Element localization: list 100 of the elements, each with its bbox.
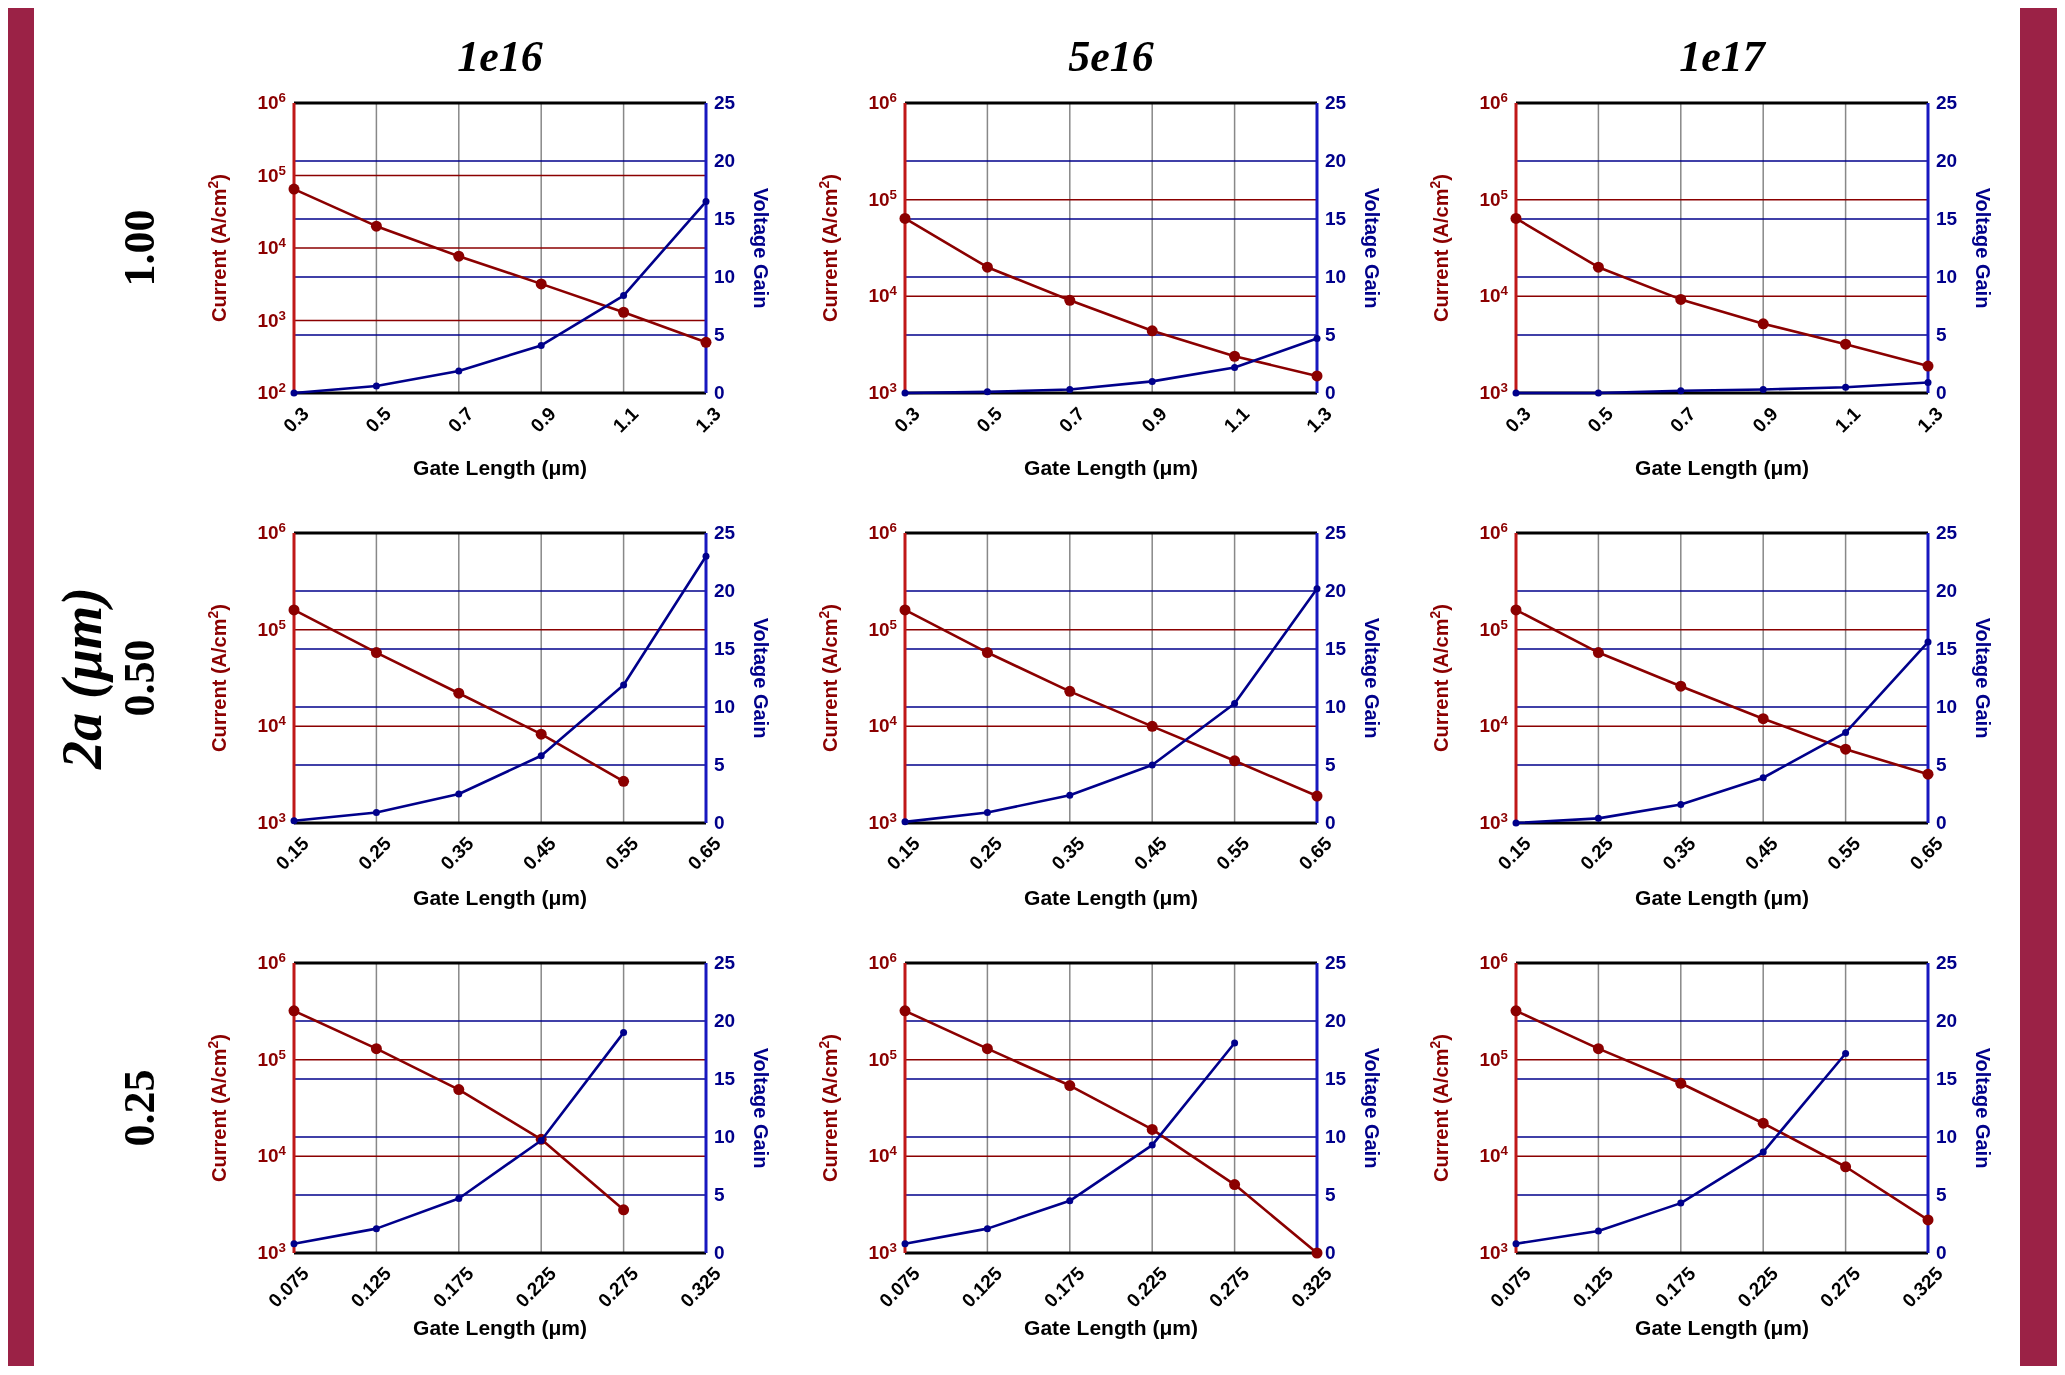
y-tick-label: 10$^{6}$ xyxy=(1479,949,1508,973)
y2-tick-label: 25 xyxy=(1936,952,1958,973)
point xyxy=(1840,338,1852,350)
y2-tick-label: 5 xyxy=(1936,754,1947,775)
text: 1.00 xyxy=(115,209,165,287)
y2-axis-title: Voltage Gain xyxy=(1361,617,1383,739)
y-tick-label: 10$^{5}$ xyxy=(1479,616,1509,640)
text: 0.50 xyxy=(115,639,165,717)
chart-title: 1e16 xyxy=(457,32,543,81)
x-axis-title: Gate Length (μm) xyxy=(1024,1316,1198,1339)
point xyxy=(1510,604,1522,616)
x-tick-label: 0.7 xyxy=(1054,402,1089,437)
y2-tick-label: 20 xyxy=(1325,1010,1347,1031)
point xyxy=(1592,647,1604,659)
point xyxy=(1146,1123,1158,1135)
text: 2a (μm) xyxy=(50,587,114,770)
x-axis-title: Gate Length (μm) xyxy=(413,456,587,479)
x-tick-label: 1.3 xyxy=(690,402,725,437)
y-tick-label: 10$^{3}$ xyxy=(1479,809,1508,833)
y-tick-label: 10$^{5}$ xyxy=(257,616,287,640)
x-axis-title: Gate Length (μm) xyxy=(413,886,587,909)
y2-tick-label: 20 xyxy=(1936,150,1958,171)
y2-tick-label: 10 xyxy=(1936,1126,1958,1147)
y-tick-label: 10$^{4}$ xyxy=(868,1142,898,1167)
y2-tick-label: 25 xyxy=(1936,92,1958,113)
y2-tick-label: 0 xyxy=(1325,382,1336,403)
y2-tick-label: 5 xyxy=(714,754,725,775)
y2-tick-label: 25 xyxy=(1325,92,1347,113)
y2-tick-label: 0 xyxy=(714,812,725,833)
y2-tick-label: 0 xyxy=(714,1242,725,1263)
y2-tick-label: 10 xyxy=(1936,266,1958,287)
x-tick-label: 0.9 xyxy=(526,402,560,437)
text: 0.25 xyxy=(115,1069,165,1147)
point xyxy=(1757,713,1769,725)
point xyxy=(1840,1161,1852,1173)
y2-tick-label: 0 xyxy=(1325,1242,1336,1263)
point xyxy=(981,1043,993,1055)
y2-axis-title: Voltage Gain xyxy=(750,1047,772,1169)
point xyxy=(981,647,993,659)
x-axis-title: Gate Length (μm) xyxy=(1024,456,1198,479)
y-tick-label: 10$^{6}$ xyxy=(257,949,286,973)
y2-tick-label: 10 xyxy=(714,1126,736,1147)
x-axis-title: Gate Length (μm) xyxy=(1635,1316,1809,1339)
y2-tick-label: 25 xyxy=(714,92,736,113)
point xyxy=(1311,370,1323,382)
y2-tick-label: 15 xyxy=(714,638,736,659)
x-tick-label: 1.3 xyxy=(1912,402,1947,437)
y2-tick-label: 20 xyxy=(714,150,736,171)
y2-tick-label: 20 xyxy=(1325,150,1347,171)
y2-tick-label: 5 xyxy=(1325,754,1336,775)
y2-axis-title: Voltage Gain xyxy=(1972,187,1994,309)
y2-tick-label: 5 xyxy=(1936,324,1947,345)
y2-axis-title: Voltage Gain xyxy=(1361,1047,1383,1169)
y-tick-label: 10$^{5}$ xyxy=(257,1046,287,1070)
x-tick-label: 0.3 xyxy=(889,402,924,437)
point xyxy=(1592,1043,1604,1055)
x-tick-label: 0.3 xyxy=(1500,402,1535,437)
point xyxy=(1922,360,1934,372)
y-tick-label: 10$^{3}$ xyxy=(1479,1239,1508,1263)
point xyxy=(370,220,382,232)
y2-tick-label: 10 xyxy=(714,266,736,287)
y2-axis-title: Voltage Gain xyxy=(1361,187,1383,309)
point xyxy=(1229,1179,1241,1191)
chart-title: 1e17 xyxy=(1679,32,1767,81)
point xyxy=(1064,1080,1076,1092)
point xyxy=(453,1084,465,1096)
point xyxy=(370,647,382,659)
y-tick-label: 10$^{5}$ xyxy=(868,186,898,210)
y-tick-label: 10$^{3}$ xyxy=(868,1239,897,1263)
y2-axis-title: Voltage Gain xyxy=(1972,1047,1994,1169)
y2-tick-label: 10 xyxy=(714,696,736,717)
x-tick-label: 1.3 xyxy=(1301,402,1336,437)
y2-tick-label: 10 xyxy=(1325,696,1347,717)
point xyxy=(1311,790,1323,802)
y2-tick-label: 0 xyxy=(714,382,725,403)
chart-title: 5e16 xyxy=(1068,32,1154,81)
x-tick-label: 0.5 xyxy=(972,402,1007,437)
y2-tick-label: 10 xyxy=(1325,1126,1347,1147)
y2-tick-label: 15 xyxy=(1325,1068,1347,1089)
y-tick-label: 10$^{3}$ xyxy=(257,809,286,833)
y-tick-label: 10$^{6}$ xyxy=(257,519,286,543)
y2-tick-label: 10 xyxy=(1325,266,1347,287)
x-tick-label: 0.9 xyxy=(1748,402,1782,437)
point xyxy=(1146,720,1158,732)
y2-tick-label: 0 xyxy=(1325,812,1336,833)
y2-tick-label: 0 xyxy=(1936,1242,1947,1263)
y2-tick-label: 25 xyxy=(714,522,736,543)
y-tick-label: 10$^{4}$ xyxy=(868,712,898,737)
point xyxy=(1510,212,1522,224)
y2-tick-label: 10 xyxy=(1936,696,1958,717)
point xyxy=(1840,743,1852,755)
y2-tick-label: 5 xyxy=(714,1184,725,1205)
y-tick-label: 10$^{5}$ xyxy=(257,162,287,186)
point xyxy=(899,604,911,616)
y-tick-label: 10$^{5}$ xyxy=(1479,1046,1509,1070)
x-axis-title: Gate Length (μm) xyxy=(1635,886,1809,909)
x-tick-label: 0.5 xyxy=(1583,402,1618,437)
y2-tick-label: 15 xyxy=(1936,638,1958,659)
y-tick-label: 10$^{3}$ xyxy=(1479,379,1508,403)
y-tick-label: 10$^{4}$ xyxy=(257,234,287,258)
